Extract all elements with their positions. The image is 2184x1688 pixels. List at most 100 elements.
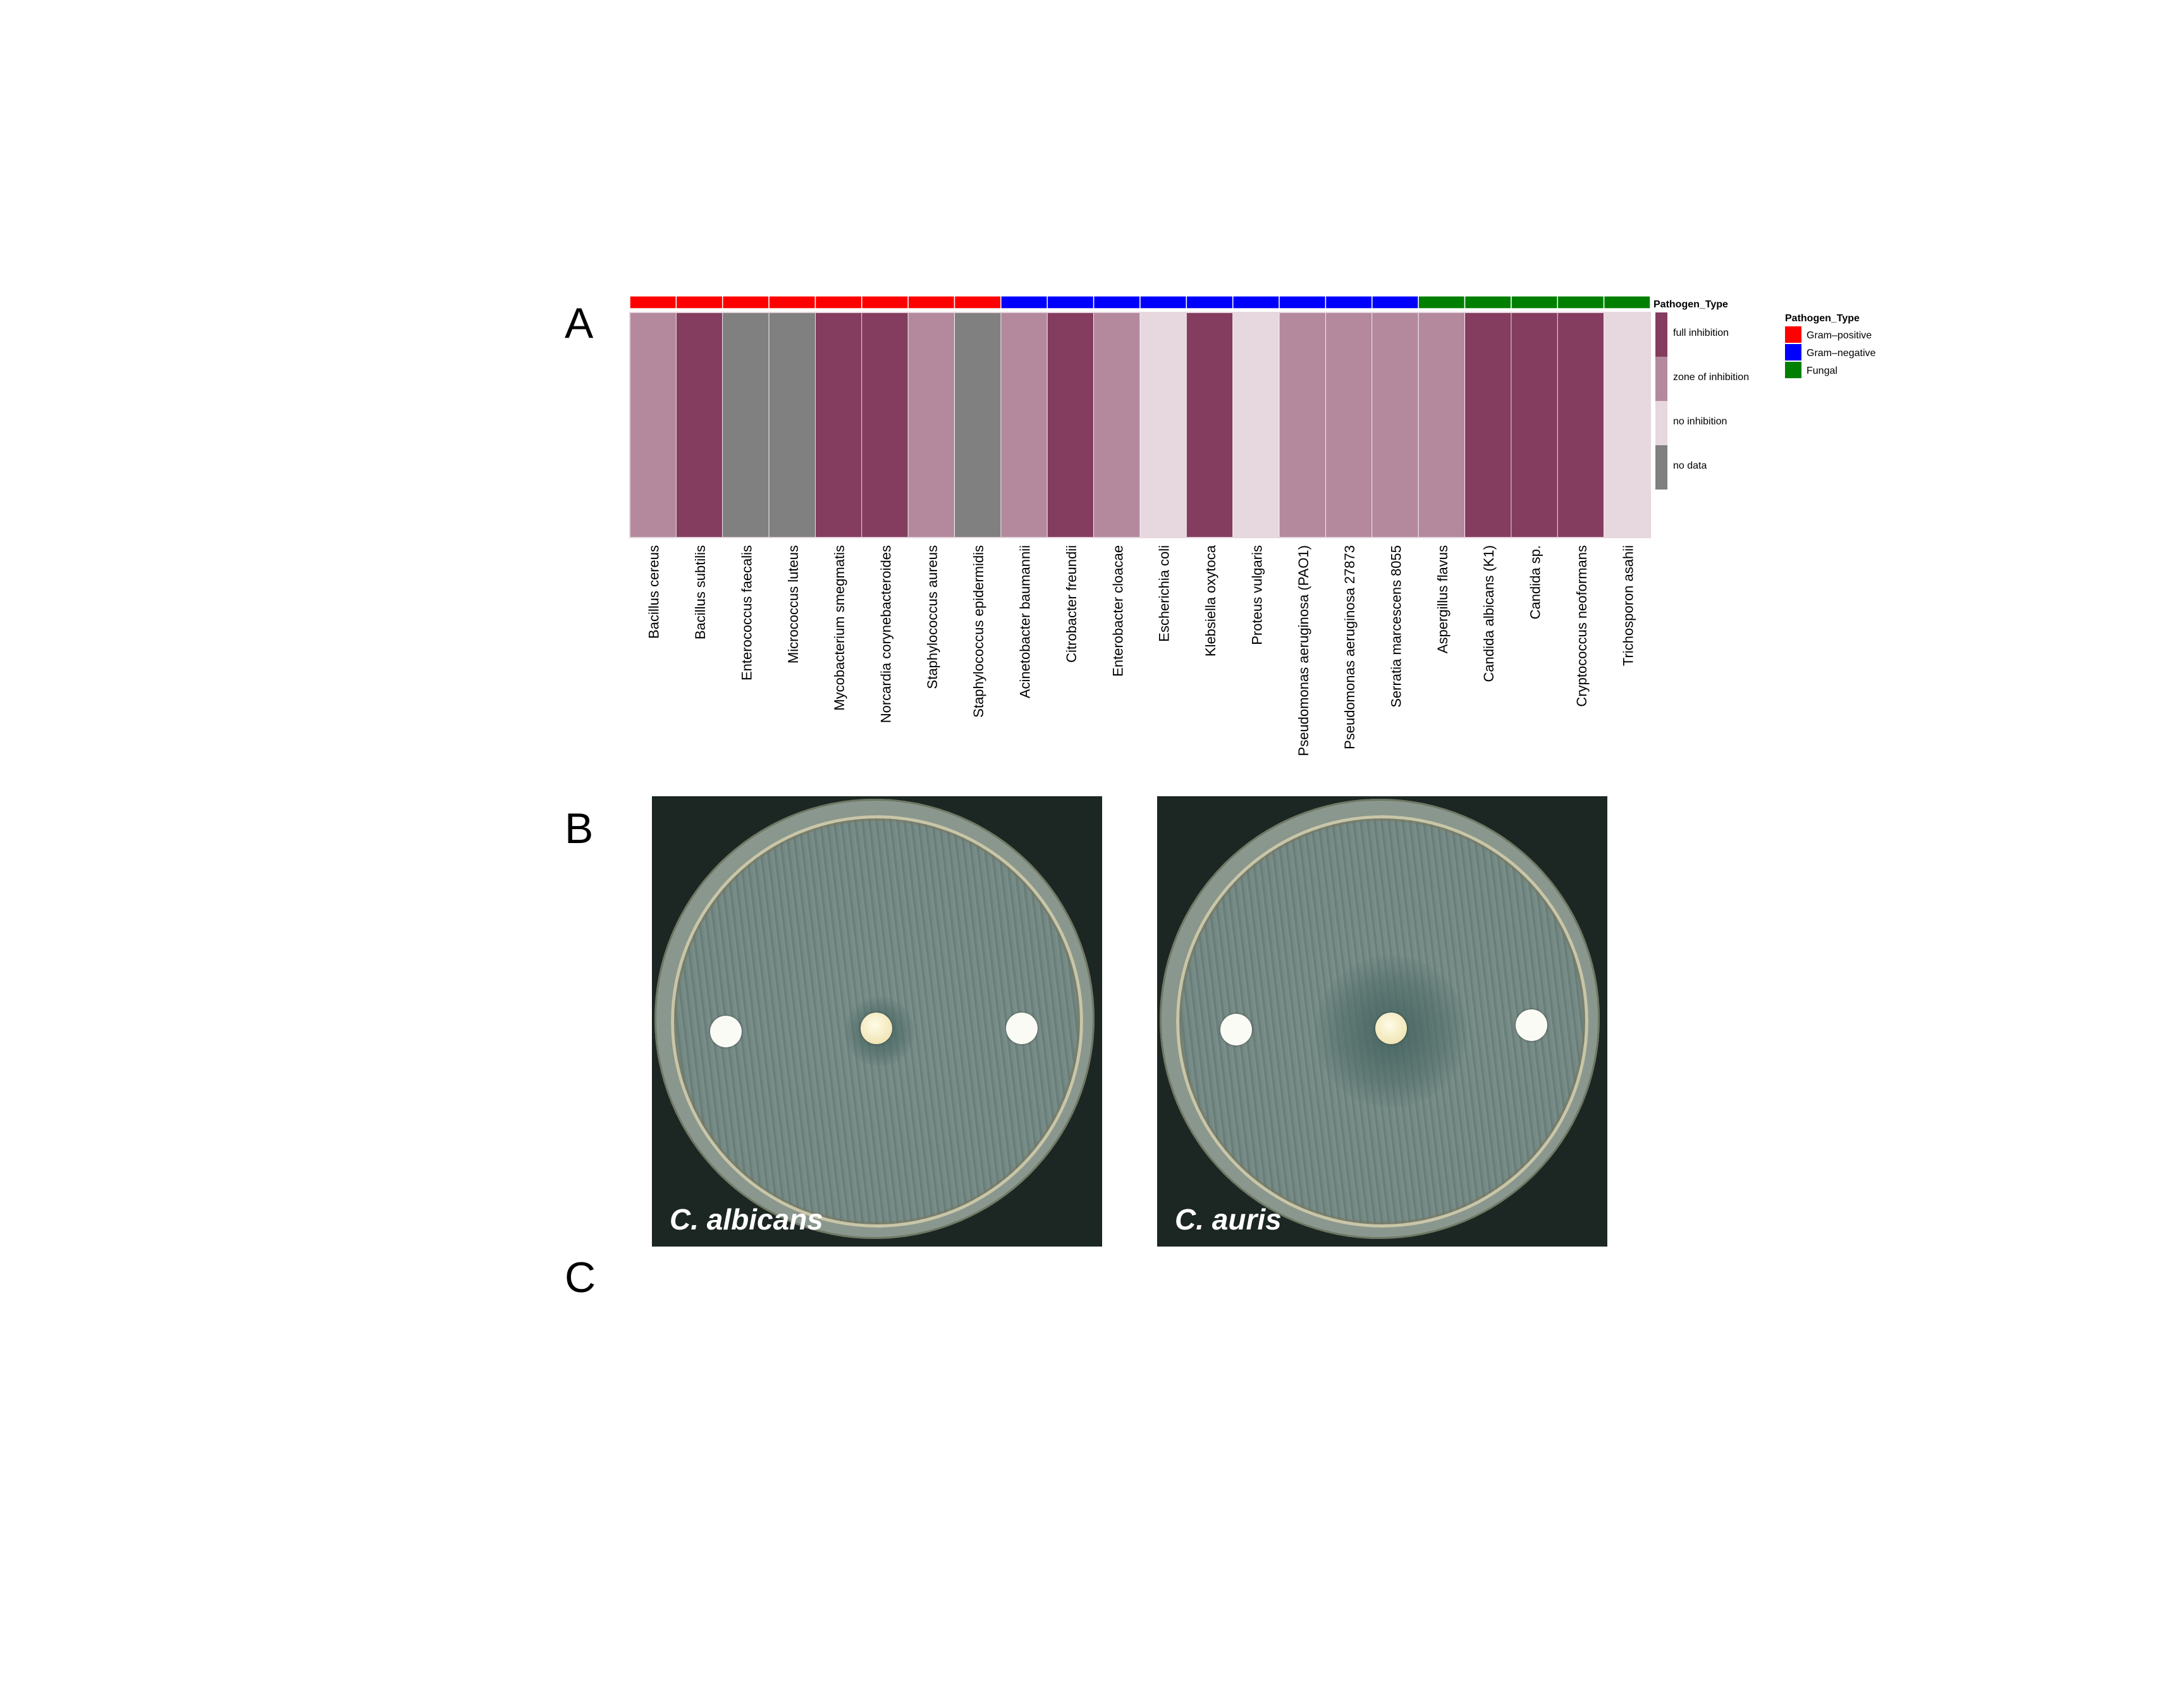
- type-legend-title: Pathogen_Type: [1785, 313, 1860, 324]
- annotation-cell: [1139, 295, 1187, 309]
- disc-center: [1375, 1013, 1407, 1044]
- annotation-cell: [721, 295, 770, 309]
- inhibition-legend-label: no inhibition: [1673, 416, 1727, 427]
- panel-letter-c: C: [565, 1254, 596, 1302]
- heatmap-cell: [1604, 312, 1651, 538]
- panel-letter-a: A: [565, 299, 594, 347]
- inhibition-legend-label: no data: [1673, 460, 1707, 471]
- organism-label: Citrobacter freundii: [1064, 545, 1079, 663]
- annotation-cell: [1279, 295, 1327, 309]
- organism-label: Enterobacter cloacae: [1110, 545, 1126, 677]
- organism-label: Candida sp.: [1528, 545, 1543, 619]
- organism-label: Bacillus cereus: [646, 545, 662, 639]
- heatmap-cell: [1557, 312, 1605, 538]
- heatmap-cell: [1418, 312, 1465, 538]
- heatmap-border: [629, 312, 1651, 538]
- disc-left: [1220, 1014, 1252, 1045]
- heatmap-cell: [675, 312, 723, 538]
- heatmap-cell: [1325, 312, 1373, 538]
- heatmap-cell: [1046, 312, 1095, 538]
- heatmap-cell: [1232, 312, 1280, 538]
- annotation-cell: [1464, 295, 1512, 309]
- heatmap-cell: [1000, 312, 1048, 538]
- organism-label: Aspergillus flavus: [1435, 545, 1451, 653]
- disc-center: [861, 1013, 892, 1044]
- heatmap-cell: [1186, 312, 1234, 538]
- heatmap-cell: [907, 312, 955, 538]
- organism-label: Staphylococcus epidermidis: [971, 545, 986, 718]
- pathogen-type-legend: Pathogen_Type Gram–positive Gram–negative F…: [1785, 313, 1875, 378]
- heatmap-cell: [629, 312, 677, 538]
- organism-label: Enterococcus faecalis: [739, 545, 754, 681]
- organism-label: Micrococcus luteus: [785, 545, 801, 663]
- type-legend-swatch: [1785, 326, 1801, 343]
- type-legend-label: Gram–negative: [1807, 348, 1875, 359]
- heatmap-cell: [1093, 312, 1141, 538]
- heatmap-cell: [1511, 312, 1558, 538]
- heatmap-cell: [954, 312, 1002, 538]
- organism-label: Cryptococcus neoformans: [1574, 545, 1590, 707]
- heatmap-cell: [768, 312, 816, 538]
- plate-label: C. auris: [1175, 1203, 1282, 1236]
- type-legend-label: Fungal: [1807, 366, 1837, 376]
- heatmap-cell: [1464, 312, 1512, 538]
- plate-label: C. albicans: [670, 1203, 823, 1236]
- annotation-cell: [1603, 295, 1651, 309]
- organism-label: Pseudomonas aeruginosa (PAO1): [1296, 545, 1311, 756]
- organism-labels: Bacillus cereus Bacillus subtilis Enteroco…: [646, 545, 1636, 756]
- annotation-cell: [1418, 295, 1466, 309]
- heatmap-cell: [722, 312, 770, 538]
- heatmap-cell: [1279, 312, 1326, 538]
- organism-label: Candida albicans (K1): [1481, 545, 1497, 682]
- disc-right: [1516, 1009, 1547, 1041]
- heatmap: Bacillus cereus Bacillus subtilis Enteroco…: [629, 295, 1875, 756]
- annotation-cell: [675, 295, 723, 309]
- inhibition-legend-swatch: [1655, 312, 1667, 357]
- heatmap-cell: [1139, 312, 1187, 538]
- annotation-cell: [814, 295, 862, 309]
- heatmap-cell: [861, 312, 909, 538]
- annotation-cell: [1093, 295, 1141, 309]
- organism-label: Trichosporon asahii: [1620, 545, 1636, 666]
- annotation-cell: [1000, 295, 1048, 309]
- type-legend-label: Gram–positive: [1807, 330, 1872, 341]
- plate-c-auris: C. auris: [1157, 796, 1607, 1247]
- type-legend-swatch: [1785, 362, 1801, 378]
- annotation-cell: [629, 295, 677, 309]
- inhibition-legend-swatch: [1655, 357, 1667, 401]
- heatmap-cell: [815, 312, 862, 538]
- organism-label: Mycobacterium smegmatis: [831, 545, 847, 711]
- disc-left: [710, 1016, 742, 1047]
- inhibition-legend-label: full inhibition: [1673, 328, 1729, 338]
- plate-c-albicans: C. albicans: [652, 796, 1102, 1247]
- annotation-cell: [954, 295, 1002, 309]
- inhibition-legend-title: Pathogen_Type: [1653, 299, 1728, 310]
- organism-label: Norcardia corynebacteroides: [878, 545, 894, 723]
- pathogen-type-annotation-bar: [629, 295, 1651, 309]
- organism-label: Bacillus subtilis: [692, 545, 708, 639]
- annotation-cell: [1371, 295, 1419, 309]
- inhibition-legend-swatch: [1655, 445, 1667, 490]
- annotation-cell: [1232, 295, 1280, 309]
- organism-label: Serratia marcescens 8055: [1389, 545, 1404, 708]
- organism-label: Escherichia coli: [1156, 545, 1172, 642]
- heatmap-cells: [629, 312, 1651, 538]
- panel-letter-b: B: [565, 804, 594, 853]
- inhibition-legend-swatch: [1655, 401, 1667, 445]
- disc-right: [1006, 1013, 1038, 1044]
- annotation-cell: [1557, 295, 1605, 309]
- organism-label: Klebsiella oxytoca: [1203, 545, 1218, 656]
- inhibition-legend-label: zone of inhibition: [1673, 372, 1749, 383]
- annotation-cell: [861, 295, 909, 309]
- organism-label: Staphylococcus aureus: [924, 545, 940, 689]
- heatmap-cell: [1371, 312, 1419, 538]
- organism-label: Proteus vulgaris: [1249, 545, 1265, 645]
- annotation-cell: [1511, 295, 1559, 309]
- annotation-cell: [1186, 295, 1234, 309]
- annotation-cell: [768, 295, 816, 309]
- organism-label: Acinetobacter baumannii: [1017, 545, 1033, 698]
- type-legend-swatch: [1785, 344, 1801, 360]
- annotation-cell: [1046, 295, 1095, 309]
- annotation-cell: [907, 295, 955, 309]
